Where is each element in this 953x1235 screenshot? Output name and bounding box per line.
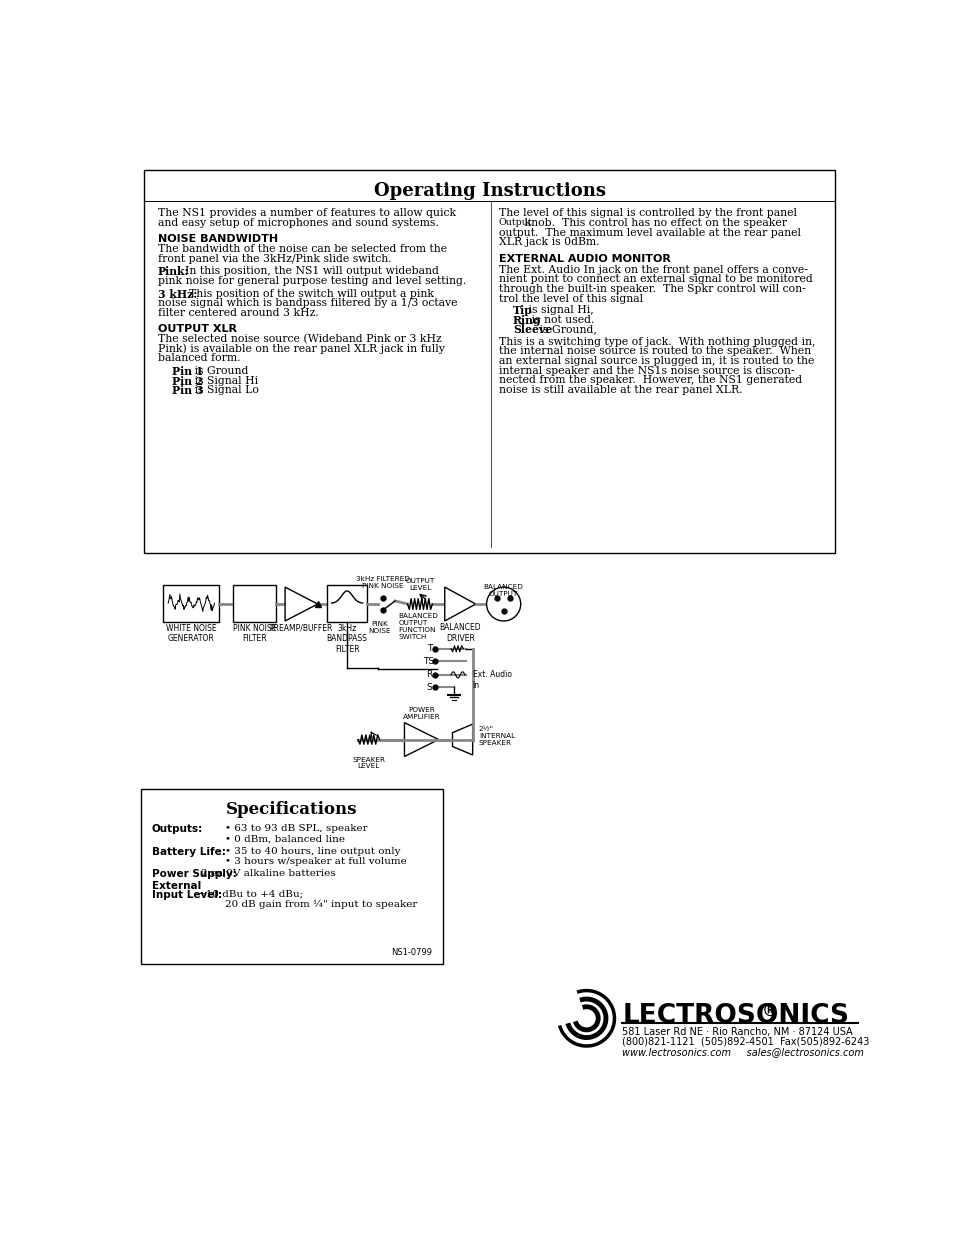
Text: Outputs:: Outputs: bbox=[152, 824, 203, 835]
Text: OUTPUT XLR: OUTPUT XLR bbox=[158, 324, 236, 333]
Text: The level of this signal is controlled by the front panel: The level of this signal is controlled b… bbox=[498, 209, 796, 219]
Text: • 35 to 40 hours, line output only: • 35 to 40 hours, line output only bbox=[224, 846, 399, 856]
Text: The Ext. Audio In jack on the front panel offers a conve-: The Ext. Audio In jack on the front pane… bbox=[498, 264, 807, 275]
Bar bbox=[141, 789, 443, 965]
Text: EXTERNAL AUDIO MONITOR: EXTERNAL AUDIO MONITOR bbox=[498, 254, 670, 264]
Text: The selected noise source (Wideband Pink or 3 kHz: The selected noise source (Wideband Pink… bbox=[158, 335, 441, 345]
Text: 2 ea 9V alkaline batteries: 2 ea 9V alkaline batteries bbox=[201, 869, 335, 878]
Text: Sleeve: Sleeve bbox=[513, 324, 552, 335]
Text: 2½"
INTERNAL
SPEAKER: 2½" INTERNAL SPEAKER bbox=[478, 726, 515, 746]
Text: Pink) is available on the rear panel XLR jack in fully: Pink) is available on the rear panel XLR… bbox=[158, 343, 444, 354]
Text: Output: Output bbox=[498, 217, 532, 227]
Text: nected from the speaker.  However, the NS1 generated: nected from the speaker. However, the NS… bbox=[498, 375, 801, 385]
Bar bbox=[327, 585, 367, 621]
Text: PREAMP/BUFFER: PREAMP/BUFFER bbox=[270, 624, 333, 632]
Text: SPEAKER
LEVEL: SPEAKER LEVEL bbox=[352, 757, 385, 769]
Text: WHITE NOISE
GENERATOR: WHITE NOISE GENERATOR bbox=[166, 624, 216, 643]
Text: In this position, the NS1 will output wideband: In this position, the NS1 will output wi… bbox=[178, 267, 438, 277]
Text: ®: ® bbox=[761, 1003, 778, 1021]
Bar bbox=[163, 585, 219, 621]
Text: External: External bbox=[152, 881, 201, 890]
Text: This position of the switch will output a pink: This position of the switch will output … bbox=[182, 289, 434, 299]
Text: 3kHz FILTERED
PINK NOISE: 3kHz FILTERED PINK NOISE bbox=[355, 577, 409, 589]
Text: Specifications: Specifications bbox=[226, 802, 357, 818]
Text: Pin 2: Pin 2 bbox=[172, 375, 203, 387]
Text: −10 dBu to +4 dBu;: −10 dBu to +4 dBu; bbox=[197, 889, 303, 899]
Text: nient point to connect an external signal to be monitored: nient point to connect an external signa… bbox=[498, 274, 812, 284]
Text: • 3 hours w/speaker at full volume: • 3 hours w/speaker at full volume bbox=[224, 857, 406, 866]
Text: This is a switching type of jack.  With nothing plugged in,: This is a switching type of jack. With n… bbox=[498, 337, 815, 347]
Text: XLR jack is 0dBm.: XLR jack is 0dBm. bbox=[498, 237, 598, 247]
Text: R: R bbox=[426, 671, 432, 679]
Text: through the built-in speaker.  The Spkr control will con-: through the built-in speaker. The Spkr c… bbox=[498, 284, 805, 294]
Text: NOISE BANDWIDTH: NOISE BANDWIDTH bbox=[158, 233, 278, 243]
Polygon shape bbox=[452, 724, 472, 755]
Text: Ring: Ring bbox=[513, 315, 541, 326]
Text: (800)821-1121  (505)892-4501  Fax(505)892-6243: (800)821-1121 (505)892-4501 Fax(505)892-… bbox=[621, 1036, 869, 1047]
Text: 3kHz
BANDPASS
FILTER: 3kHz BANDPASS FILTER bbox=[326, 624, 367, 653]
Text: • 63 to 93 dB SPL, speaker: • 63 to 93 dB SPL, speaker bbox=[224, 824, 367, 834]
Polygon shape bbox=[444, 587, 476, 621]
Text: pink noise for general purpose testing and level setting.: pink noise for general purpose testing a… bbox=[158, 275, 466, 287]
Text: balanced form.: balanced form. bbox=[158, 353, 240, 363]
Text: Ext. Audio
In: Ext. Audio In bbox=[472, 671, 511, 689]
Text: is Ground,: is Ground, bbox=[536, 324, 597, 335]
Text: BALANCED
DRIVER: BALANCED DRIVER bbox=[439, 624, 480, 642]
Text: Pink:: Pink: bbox=[158, 267, 190, 278]
Text: BALANCED
OUTPUT: BALANCED OUTPUT bbox=[483, 584, 523, 597]
Text: noise is still available at the rear panel XLR.: noise is still available at the rear pan… bbox=[498, 385, 741, 395]
Text: is not used.: is not used. bbox=[528, 315, 595, 325]
Text: is Ground: is Ground bbox=[192, 366, 249, 377]
Text: an external signal source is plugged in, it is routed to the: an external signal source is plugged in,… bbox=[498, 356, 814, 366]
Text: is Signal Lo: is Signal Lo bbox=[192, 385, 259, 395]
Text: 20 dB gain from ¼" input to speaker: 20 dB gain from ¼" input to speaker bbox=[224, 900, 416, 909]
Bar bbox=[144, 169, 835, 553]
Text: trol the level of this signal: trol the level of this signal bbox=[498, 294, 642, 304]
Text: LECTROSONICS: LECTROSONICS bbox=[621, 1003, 848, 1029]
Text: Tip: Tip bbox=[513, 305, 532, 316]
Text: Pin 1: Pin 1 bbox=[172, 366, 203, 377]
Text: internal speaker and the NS1s noise source is discon-: internal speaker and the NS1s noise sour… bbox=[498, 366, 794, 375]
Text: front panel via the 3kHz/Pink slide switch.: front panel via the 3kHz/Pink slide swit… bbox=[158, 253, 392, 264]
Text: TS: TS bbox=[422, 657, 434, 666]
Text: is Signal Hi: is Signal Hi bbox=[192, 375, 258, 385]
Text: The bandwidth of the noise can be selected from the: The bandwidth of the noise can be select… bbox=[158, 245, 447, 254]
Text: and easy setup of microphones and sound systems.: and easy setup of microphones and sound … bbox=[158, 217, 438, 228]
Text: filter centered around 3 kHz.: filter centered around 3 kHz. bbox=[158, 308, 318, 317]
Text: S: S bbox=[426, 683, 432, 692]
Text: output.  The maximum level available at the rear panel: output. The maximum level available at t… bbox=[498, 227, 801, 237]
Text: 3 kHz:: 3 kHz: bbox=[158, 289, 197, 300]
Text: www.lectrosonics.com     sales@lectrosonics.com: www.lectrosonics.com sales@lectrosonics.… bbox=[621, 1047, 863, 1057]
Polygon shape bbox=[285, 587, 317, 621]
Text: The NS1 provides a number of features to allow quick: The NS1 provides a number of features to… bbox=[158, 209, 456, 219]
Text: the internal noise source is routed to the speaker.  When: the internal noise source is routed to t… bbox=[498, 347, 810, 357]
Text: BALANCED
OUTPUT
FUNCTION
SWITCH: BALANCED OUTPUT FUNCTION SWITCH bbox=[397, 614, 437, 640]
Polygon shape bbox=[404, 722, 438, 757]
Text: Pin 3: Pin 3 bbox=[172, 385, 203, 396]
Text: noise signal which is bandpass filtered by a 1/3 octave: noise signal which is bandpass filtered … bbox=[158, 299, 457, 309]
Text: PINK NOISE
FILTER: PINK NOISE FILTER bbox=[233, 624, 275, 643]
Text: POWER
AMPLIFIER: POWER AMPLIFIER bbox=[402, 706, 440, 720]
Text: T: T bbox=[427, 645, 432, 653]
Text: NS1-0799: NS1-0799 bbox=[391, 947, 432, 957]
Text: • 0 dBm, balanced line: • 0 dBm, balanced line bbox=[224, 835, 344, 844]
Text: 581 Laser Rd NE · Rio Rancho, NM · 87124 USA: 581 Laser Rd NE · Rio Rancho, NM · 87124… bbox=[621, 1026, 852, 1036]
Text: Operating Instructions: Operating Instructions bbox=[374, 182, 605, 200]
Circle shape bbox=[486, 587, 520, 621]
Bar bbox=[233, 585, 275, 621]
Text: knob.  This control has no effect on the speaker: knob. This control has no effect on the … bbox=[520, 217, 786, 228]
Text: Battery Life:: Battery Life: bbox=[152, 846, 226, 857]
Text: PINK
NOISE: PINK NOISE bbox=[368, 621, 391, 634]
Text: Input Level:: Input Level: bbox=[152, 889, 222, 900]
Text: Power Supply:: Power Supply: bbox=[152, 869, 236, 879]
Text: is signal Hi,: is signal Hi, bbox=[524, 305, 593, 315]
Text: OUTPUT
LEVEL: OUTPUT LEVEL bbox=[405, 578, 435, 590]
